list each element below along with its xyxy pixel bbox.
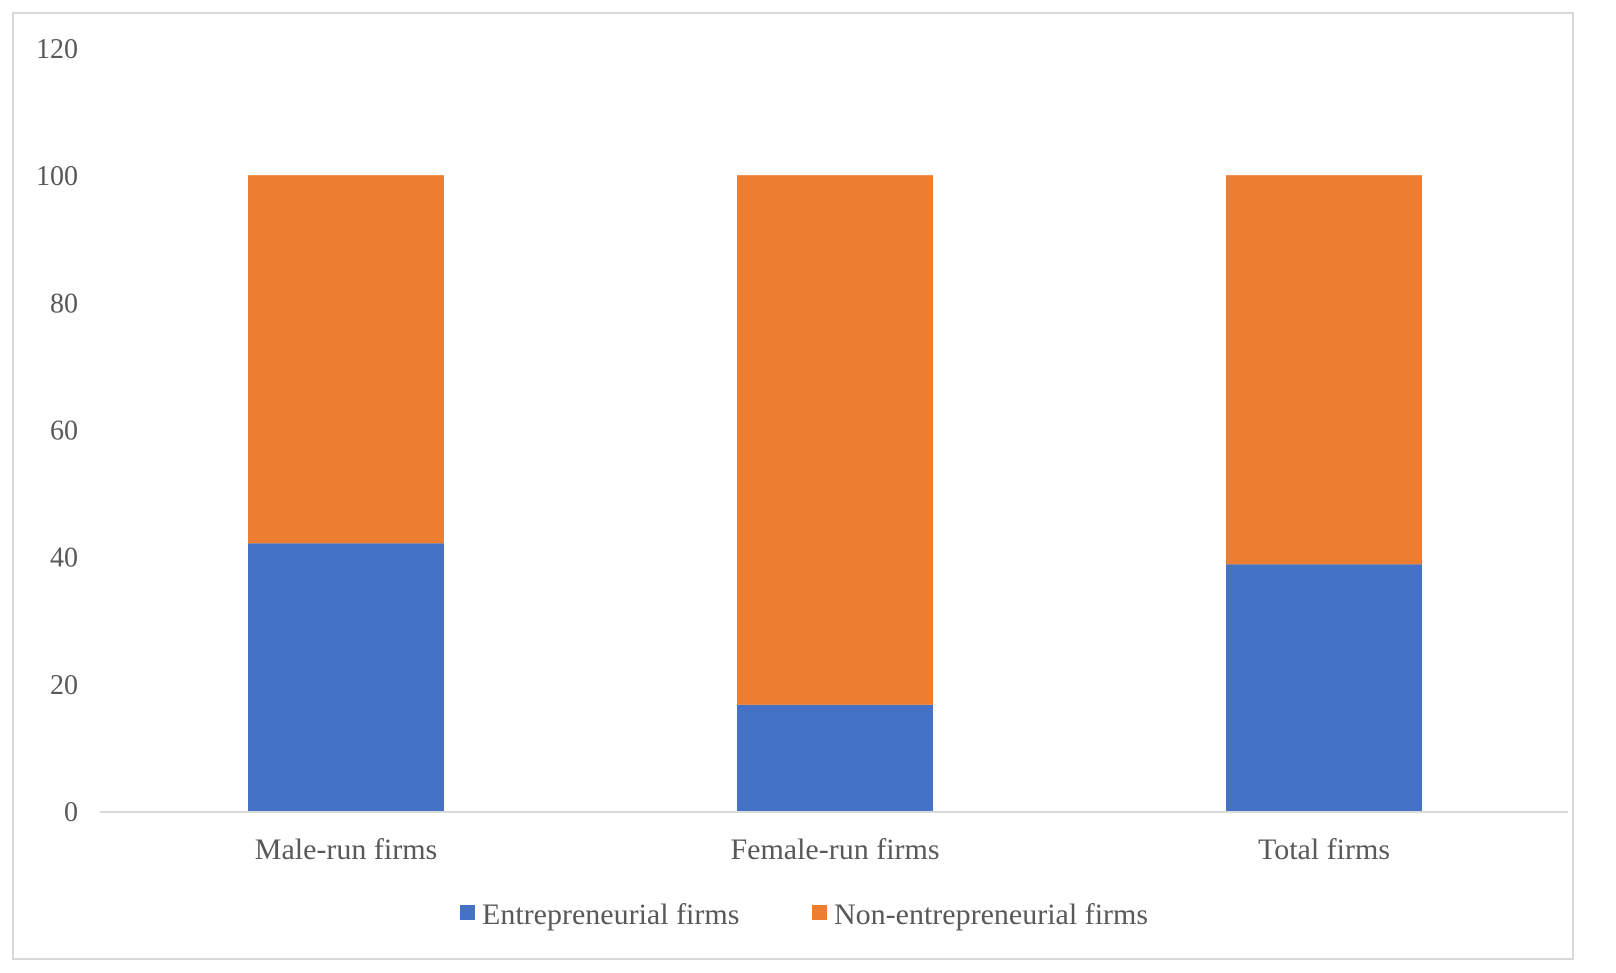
x-category-label: Total firms xyxy=(1258,833,1390,866)
legend-swatch xyxy=(812,905,827,920)
legend-label: Entrepreneurial firms xyxy=(482,898,739,931)
y-axis-ticks: 0 20 40 60 80 100 120 xyxy=(36,34,78,828)
y-tick-label: 60 xyxy=(50,416,78,447)
y-tick-label: 120 xyxy=(36,34,78,65)
y-tick-label: 100 xyxy=(36,161,78,192)
x-category-label: Female-run firms xyxy=(730,833,939,866)
y-tick-label: 80 xyxy=(50,288,78,319)
bar-entrepreneurial-2 xyxy=(1226,564,1422,811)
y-tick-label: 20 xyxy=(50,670,78,701)
bar-entrepreneurial-1 xyxy=(737,704,933,811)
bar-non-entrepreneurial-2 xyxy=(1226,175,1422,565)
bars xyxy=(248,175,1422,811)
x-category-label: Male-run firms xyxy=(255,833,437,866)
bar-entrepreneurial-0 xyxy=(248,543,444,811)
legend: Entrepreneurial firms Non-entrepreneurial… xyxy=(460,898,1148,931)
legend-swatch xyxy=(460,905,475,920)
y-tick-label: 0 xyxy=(64,797,78,828)
bar-non-entrepreneurial-0 xyxy=(248,175,444,544)
legend-label: Non-entrepreneurial firms xyxy=(834,898,1148,931)
bar-non-entrepreneurial-1 xyxy=(737,175,933,705)
y-tick-label: 40 xyxy=(50,543,78,574)
x-axis-labels: Male-run firms Female-run firms Total firm… xyxy=(255,833,1390,866)
